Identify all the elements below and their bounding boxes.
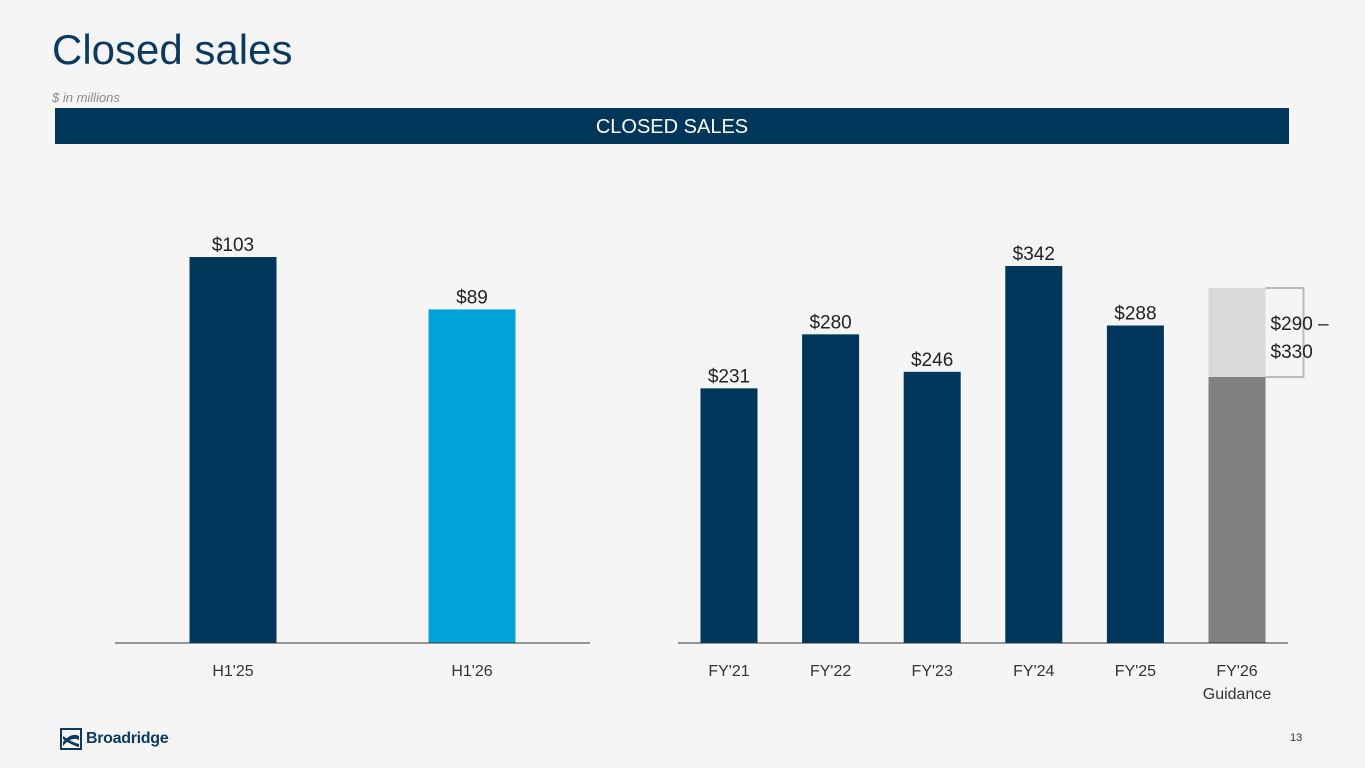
bar-1 xyxy=(428,309,516,643)
category-label-1: H1'26 xyxy=(451,663,492,680)
category-label-2: FY'23 xyxy=(912,663,953,680)
category-label-1: FY'22 xyxy=(810,663,851,680)
half-year-chart: $103 H1'25 $89 H1'26 xyxy=(115,235,590,680)
data-label-1: $280 xyxy=(809,312,851,333)
data-label-2: $246 xyxy=(911,350,953,371)
section-banner: CLOSED SALES xyxy=(55,108,1289,144)
category-label-0: FY'21 xyxy=(708,663,749,680)
bar-0 xyxy=(189,257,277,643)
data-label-0: $231 xyxy=(708,366,750,387)
page-title: Closed sales xyxy=(52,26,293,73)
bar-3 xyxy=(1005,266,1063,643)
broadridge-logo: Broadridge · xyxy=(60,728,170,750)
bar-4 xyxy=(1106,325,1164,643)
bar-2 xyxy=(903,371,961,643)
guidance-bracket xyxy=(1265,287,1305,378)
units-note: $ in millions xyxy=(52,90,120,105)
logo-trademark: · xyxy=(168,736,171,742)
guidance-label-0: $290 – xyxy=(1271,314,1330,335)
broadridge-logo-icon xyxy=(60,728,82,750)
category-label-0: H1'25 xyxy=(212,663,253,680)
guidance-range-bar xyxy=(1208,288,1266,377)
data-label-3: $342 xyxy=(1013,244,1055,265)
logo-text: Broadridge xyxy=(86,730,169,747)
fiscal-year-chart: $231 FY'21 $280 FY'22 $246 FY'23 $342 FY'24 $288… xyxy=(678,244,1329,703)
data-label-0: $103 xyxy=(212,235,254,256)
bar-5 xyxy=(1208,377,1266,643)
category-label-3: FY'24 xyxy=(1013,663,1054,680)
bar-1 xyxy=(802,334,860,643)
data-label-1: $89 xyxy=(456,287,488,308)
bar-0 xyxy=(700,388,758,643)
category-label-5: FY'26 Guidance xyxy=(1203,663,1272,703)
guidance-label-1: $330 xyxy=(1271,342,1313,363)
category-label-4: FY'25 xyxy=(1115,663,1156,680)
data-label-4: $288 xyxy=(1114,304,1156,325)
page-number: 13 xyxy=(1290,732,1303,744)
